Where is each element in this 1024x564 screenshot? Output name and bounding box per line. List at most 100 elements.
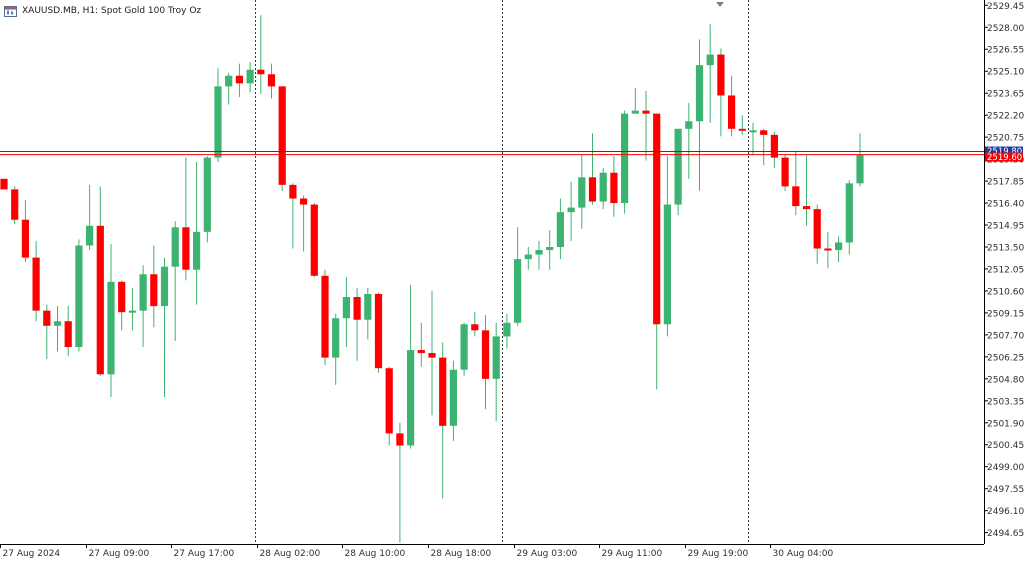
candle[interactable] (621, 110, 629, 214)
candle[interactable] (86, 184, 94, 251)
candle[interactable] (21, 200, 29, 263)
candle-body (685, 121, 693, 129)
candle-body (332, 318, 340, 358)
candle[interactable] (514, 227, 522, 326)
candle-body (43, 310, 51, 326)
candle[interactable] (653, 113, 661, 390)
candle[interactable] (193, 162, 201, 305)
candle[interactable] (118, 280, 126, 331)
candle[interactable] (53, 306, 62, 352)
candle[interactable] (717, 48, 725, 137)
candle[interactable] (428, 290, 436, 416)
candle[interactable] (663, 156, 671, 337)
time-tick-label: 30 Aug 04:00 (773, 549, 834, 559)
candle[interactable] (524, 246, 532, 270)
candle[interactable] (171, 221, 179, 341)
candle-body (139, 274, 147, 311)
candle[interactable] (417, 322, 425, 367)
candle[interactable] (289, 183, 297, 249)
candle[interactable] (310, 203, 318, 278)
candle[interactable] (503, 313, 511, 349)
candle[interactable] (813, 204, 821, 264)
candle-body (235, 75, 243, 84)
candle[interactable] (364, 287, 372, 340)
candle[interactable] (128, 287, 136, 331)
candle-body (171, 227, 179, 267)
candle[interactable] (449, 360, 457, 441)
candle[interactable] (139, 265, 147, 348)
candle[interactable] (578, 154, 586, 229)
candle-body (749, 130, 757, 133)
candle[interactable] (235, 63, 243, 97)
candle[interactable] (75, 239, 83, 352)
candle[interactable] (674, 128, 682, 216)
candle[interactable] (32, 240, 40, 322)
candle[interactable] (332, 313, 340, 385)
candle[interactable] (342, 277, 350, 348)
candle[interactable] (203, 156, 211, 243)
candle[interactable] (492, 322, 500, 422)
candle-body (150, 274, 158, 307)
candle[interactable] (792, 151, 800, 216)
candle[interactable] (824, 231, 832, 269)
candle[interactable] (460, 322, 468, 376)
candle[interactable] (396, 422, 404, 543)
candle-body (64, 321, 72, 348)
candle[interactable] (385, 366, 393, 446)
scroll-marker-icon[interactable] (716, 2, 724, 7)
candle[interactable] (781, 154, 789, 191)
candle[interactable] (214, 68, 222, 163)
candle[interactable] (706, 24, 714, 123)
candle-body (439, 357, 447, 426)
candle[interactable] (107, 243, 115, 398)
candle[interactable] (374, 292, 383, 373)
candle[interactable] (610, 156, 618, 217)
candle[interactable] (631, 87, 639, 114)
candle[interactable] (225, 72, 233, 105)
time-tick-label: 29 Aug 11:00 (602, 549, 663, 559)
candle[interactable] (267, 63, 276, 99)
candle[interactable] (43, 304, 51, 360)
candle[interactable] (556, 198, 564, 260)
ask-tag-box (985, 152, 1023, 162)
candle[interactable] (257, 15, 265, 94)
candle[interactable] (535, 240, 543, 270)
candle[interactable] (64, 306, 72, 357)
candle-body (503, 322, 511, 337)
candle[interactable] (300, 195, 308, 252)
candle[interactable] (567, 181, 575, 241)
candle[interactable] (278, 86, 286, 191)
candle[interactable] (182, 157, 190, 281)
candle[interactable] (11, 186, 19, 225)
candle[interactable] (749, 122, 757, 155)
candle[interactable] (439, 342, 447, 499)
candle[interactable] (481, 315, 490, 410)
candle[interactable] (96, 186, 104, 376)
candle[interactable] (150, 245, 158, 328)
candle[interactable] (856, 133, 864, 187)
candle[interactable] (471, 312, 479, 337)
candle[interactable] (546, 230, 554, 270)
candle[interactable] (738, 115, 746, 135)
candle[interactable] (588, 133, 597, 205)
candle[interactable] (760, 128, 768, 166)
candle[interactable] (802, 154, 811, 226)
candle[interactable] (695, 39, 704, 191)
candle[interactable] (835, 236, 843, 263)
candle[interactable] (642, 90, 650, 161)
candle-body (653, 113, 661, 325)
candle[interactable] (160, 257, 169, 398)
candle[interactable] (407, 284, 415, 449)
candle[interactable] (246, 62, 254, 93)
candle[interactable] (599, 168, 607, 210)
candle[interactable] (728, 75, 736, 137)
candle[interactable] (321, 269, 329, 366)
candle-body (374, 293, 383, 369)
candle[interactable] (353, 287, 361, 361)
candle[interactable] (770, 131, 778, 169)
candle[interactable] (0, 178, 8, 190)
candle[interactable] (685, 103, 693, 179)
candle[interactable] (845, 180, 853, 255)
